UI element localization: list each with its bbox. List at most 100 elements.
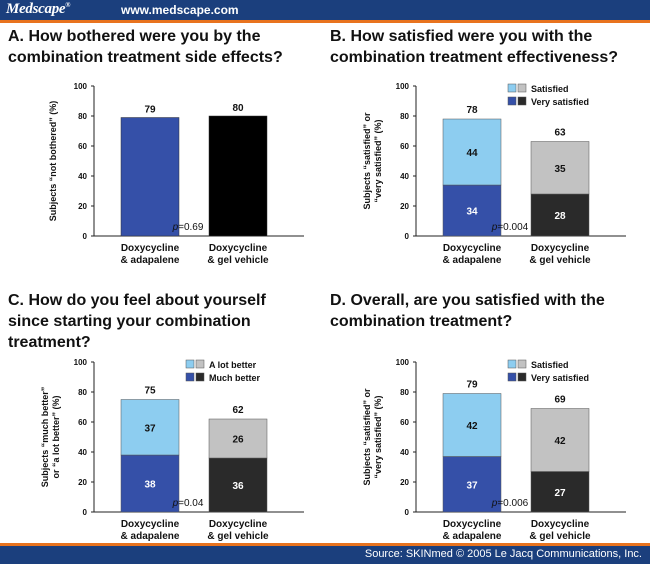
y-tick-label: 100 — [74, 82, 88, 91]
panel-c: C. How do you feel about yourself since … — [8, 290, 324, 542]
bar-segment-upper — [442, 118, 502, 186]
bar-segment-lower — [530, 471, 590, 513]
y-tick-label: 60 — [78, 418, 87, 427]
bar-segment-upper — [208, 418, 268, 459]
p-value: p=0.006 — [491, 498, 529, 509]
y-tick-label: 0 — [83, 508, 88, 517]
x-category-label: Doxycycline — [209, 519, 268, 530]
p-value: p=0.004 — [491, 222, 529, 233]
legend-label: Much better — [209, 373, 261, 383]
segment-label: 37 — [144, 423, 156, 434]
legend-swatch — [195, 372, 205, 382]
y-axis-label: or “a lot better” (%) — [51, 395, 61, 478]
footer-divider — [0, 543, 650, 546]
x-category-label: Doxycycline — [531, 243, 590, 254]
segment-label: 34 — [466, 207, 478, 218]
total-label: 78 — [466, 105, 478, 116]
p-value-number: =0.004 — [497, 222, 528, 233]
p-value-symbol: p — [491, 498, 498, 509]
legend-swatch — [517, 372, 527, 382]
y-tick-label: 40 — [400, 172, 409, 181]
bar-segment-upper — [442, 393, 502, 457]
x-category-label: Doxycycline — [121, 243, 180, 254]
x-category-label: & gel vehicle — [207, 531, 269, 542]
header-divider — [0, 20, 650, 23]
legend-label: Very satisfied — [531, 97, 589, 107]
y-tick-label: 80 — [400, 388, 409, 397]
panel-a: A. How bothered were you by the combinat… — [8, 26, 324, 266]
y-tick-label: 40 — [400, 448, 409, 457]
y-tick-label: 0 — [405, 232, 410, 241]
y-axis-label: Subjects “much better” — [40, 387, 50, 488]
segment-label: 38 — [144, 480, 156, 491]
p-value-number: =0.04 — [178, 498, 204, 509]
chart-c: 0 20 40 60 80 100 Subjects “much better” or “a … — [40, 358, 304, 542]
y-axis-label: “very satisfied” (%) — [373, 119, 383, 202]
y-tick-label: 20 — [400, 478, 409, 487]
legend-label: Satisfied — [531, 360, 569, 370]
panel-title: C. How do you feel about yourself since … — [8, 292, 266, 351]
y-tick-label: 40 — [78, 448, 87, 457]
bar-segment-lower — [208, 457, 268, 513]
panel-title: B. How satisfied were you with the combi… — [330, 28, 619, 66]
x-category-label: & adapalene — [443, 255, 502, 266]
x-category-label: Doxycycline — [531, 519, 590, 530]
x-category-label: Doxycycline — [121, 519, 180, 530]
y-tick-label: 80 — [78, 388, 87, 397]
panel-title: D. Overall, are you satisfied with the c… — [330, 292, 605, 330]
segment-label: 28 — [554, 211, 566, 222]
y-axis-label: “very satisfied” (%) — [373, 395, 383, 478]
y-tick-label: 80 — [400, 112, 409, 121]
p-value-symbol: p — [172, 222, 179, 233]
chart-a: 0 20 40 60 80 100 Subjects “not bothered” (%) 7… — [48, 82, 304, 266]
p-value-number: =0.69 — [178, 222, 204, 233]
x-category-label: & adapalene — [121, 531, 180, 542]
total-label: 62 — [232, 405, 244, 416]
bar-segment-upper — [120, 399, 180, 456]
x-category-label: & adapalene — [443, 531, 502, 542]
bar — [120, 117, 180, 237]
data-label: 80 — [232, 103, 244, 114]
y-tick-label: 0 — [83, 232, 88, 241]
y-tick-label: 20 — [400, 202, 409, 211]
legend-swatch — [507, 96, 517, 106]
segment-label: 42 — [466, 421, 478, 432]
legend-swatch — [517, 359, 527, 369]
y-tick-label: 60 — [400, 418, 409, 427]
brand-name: Medscape — [6, 1, 66, 17]
legend-label: Very satisfied — [531, 373, 589, 383]
legend-swatch — [507, 359, 517, 369]
bar-segment-lower — [442, 456, 502, 513]
segment-label: 27 — [554, 488, 566, 499]
bar-segment-upper — [530, 408, 590, 472]
bar-segment-lower — [120, 454, 180, 513]
y-axis-label: Subjects “satisfied” or — [362, 388, 372, 486]
y-tick-label: 40 — [78, 172, 87, 181]
y-tick-label: 20 — [78, 202, 87, 211]
total-label: 79 — [466, 380, 478, 391]
y-tick-label: 60 — [400, 142, 409, 151]
segment-label: 35 — [554, 164, 566, 175]
segment-label: 36 — [232, 481, 244, 492]
x-category-label: & gel vehicle — [207, 255, 269, 266]
total-label: 75 — [144, 386, 156, 397]
x-category-label: & gel vehicle — [529, 255, 591, 266]
legend-swatch — [185, 372, 195, 382]
y-tick-label: 80 — [78, 112, 87, 121]
y-tick-label: 100 — [74, 358, 88, 367]
panel-title: A. How bothered were you by the combinat… — [8, 28, 283, 66]
x-category-label: Doxycycline — [443, 519, 502, 530]
legend-label: Satisfied — [531, 84, 569, 94]
legend-swatch — [507, 83, 517, 93]
x-category-label: & gel vehicle — [529, 531, 591, 542]
total-label: 63 — [554, 128, 566, 139]
y-tick-label: 100 — [396, 82, 410, 91]
y-tick-label: 100 — [396, 358, 410, 367]
y-tick-label: 60 — [78, 142, 87, 151]
bar-segment-upper — [530, 141, 590, 195]
x-category-label: Doxycycline — [209, 243, 268, 254]
legend-swatch — [195, 359, 205, 369]
bar-segment-lower — [442, 184, 502, 237]
x-category-label: & adapalene — [121, 255, 180, 266]
total-label: 69 — [554, 395, 566, 406]
